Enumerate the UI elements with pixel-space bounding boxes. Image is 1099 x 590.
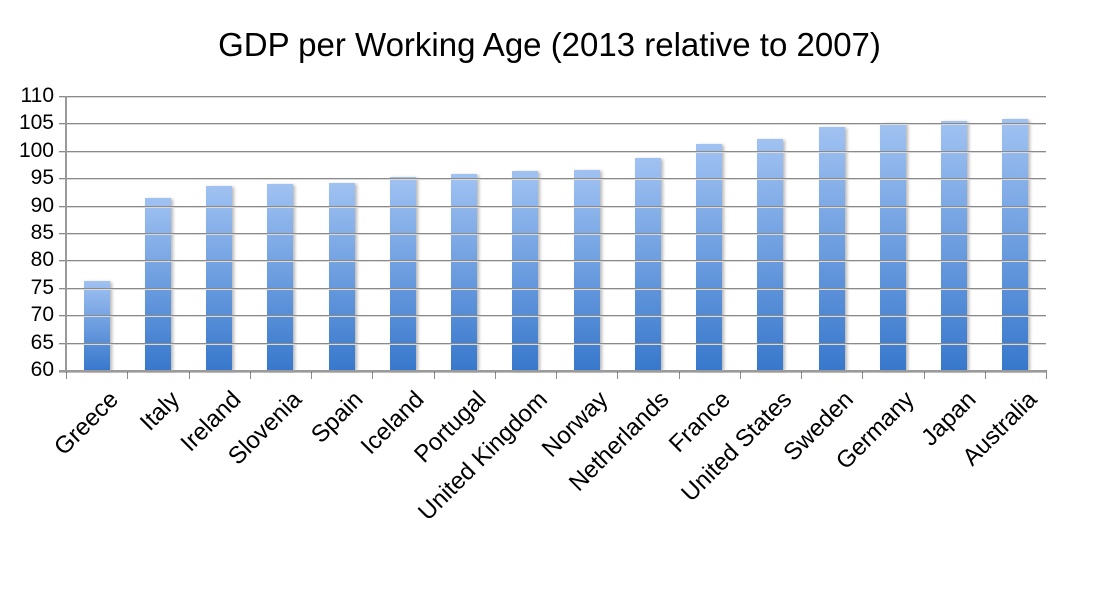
- y-gridline: [59, 205, 1046, 207]
- bar: [634, 157, 661, 370]
- y-gridline: [59, 150, 1046, 152]
- x-axis-tick: [984, 370, 986, 379]
- bar: [512, 170, 539, 370]
- y-axis-label: 95: [30, 166, 54, 190]
- y-axis-label: 65: [30, 330, 54, 354]
- x-axis-line: [59, 370, 1046, 372]
- x-axis-tick: [433, 370, 435, 379]
- bar: [1002, 119, 1029, 370]
- x-axis-tick: [617, 370, 619, 379]
- y-gridline: [59, 123, 1046, 125]
- y-axis-label: 70: [30, 303, 54, 327]
- bar: [573, 169, 600, 370]
- x-axis-tick: [127, 370, 129, 379]
- y-axis-label: 85: [30, 221, 54, 244]
- bar: [941, 120, 968, 370]
- x-axis-tick: [249, 370, 251, 379]
- y-gridline: [59, 342, 1046, 344]
- x-axis-tick: [739, 370, 741, 379]
- y-axis-label: 80: [30, 248, 54, 272]
- x-axis-tick: [311, 370, 312, 379]
- y-axis-label: 105: [18, 111, 54, 135]
- bar: [879, 122, 906, 370]
- bar: [818, 127, 845, 370]
- y-axis-label: 60: [30, 358, 54, 381]
- x-axis-tick: [1046, 370, 1047, 379]
- x-axis-label: Greece: [48, 386, 124, 461]
- y-axis-label: 100: [18, 138, 54, 162]
- bar: [144, 198, 171, 370]
- y-axis-label: 75: [30, 275, 54, 299]
- bar: [206, 186, 233, 370]
- x-axis-tick: [188, 370, 190, 379]
- y-gridline: [59, 287, 1046, 289]
- x-axis-tick: [678, 370, 680, 379]
- x-axis-labels: Greece Italy Ireland Slovenia Spain Iceland Po…: [49, 370, 1046, 590]
- y-gridline: [59, 96, 1046, 97]
- y-gridline: [59, 178, 1046, 180]
- bar: [696, 143, 723, 370]
- y-axis-label: 110: [20, 84, 54, 107]
- bar: [267, 183, 294, 370]
- x-axis-tick: [862, 370, 864, 379]
- x-axis-tick: [556, 370, 557, 379]
- x-axis-tick: [801, 370, 802, 379]
- bar: [83, 281, 110, 370]
- plot-area: 110 105 100 95 90 85 80 75 70 65 60 Greece Italy Irel…: [19, 85, 1047, 526]
- y-gridline: [59, 260, 1046, 262]
- y-gridline: [59, 315, 1046, 317]
- bar: [451, 174, 478, 370]
- x-axis-tick: [372, 370, 374, 379]
- y-gridline: [59, 233, 1046, 234]
- bar: [757, 139, 784, 370]
- bar: [389, 176, 416, 370]
- y-axis-line: [65, 96, 67, 372]
- bar: [328, 183, 355, 370]
- y-axis-label: 90: [30, 193, 54, 217]
- chart-title: GDP per Working Age (2013 relative to 20…: [218, 26, 881, 63]
- x-axis-tick: [494, 370, 496, 379]
- x-axis-label: Italy: [134, 386, 185, 437]
- x-axis-tick: [923, 370, 925, 379]
- x-axis-tick: [66, 370, 67, 379]
